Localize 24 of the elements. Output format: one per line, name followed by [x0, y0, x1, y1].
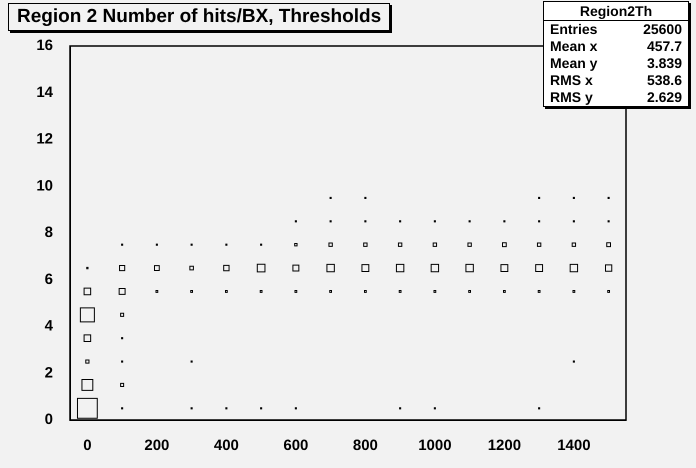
text: RMS x 538.6 [550, 72, 682, 88]
x-tick-label: 1400 [557, 437, 591, 454]
x-tick-label: 1200 [488, 437, 522, 454]
text: Mean y 3.839 [550, 55, 682, 71]
y-tick-label: 2 [44, 364, 53, 382]
x-tick-label: 1000 [418, 437, 452, 454]
y-tick-label: 4 [44, 318, 54, 335]
x-tick-label: 200 [144, 437, 170, 454]
text: Entries 25600 [550, 21, 682, 37]
y-tick-label: 8 [44, 224, 53, 242]
x-tick-label: 0 [83, 437, 92, 454]
text: Region2Th [544, 2, 688, 21]
x-tick-label: 800 [352, 437, 378, 454]
y-tick-label: 10 [36, 177, 53, 194]
text: Mean x 457.7 [550, 38, 682, 54]
y-tick-label: 12 [36, 130, 53, 148]
y-tick-label: 0 [44, 411, 53, 428]
y-tick-label: 6 [44, 270, 53, 288]
y-tick-label: 16 [36, 37, 53, 54]
x-tick-label: 400 [214, 437, 239, 454]
y-tick-label: 14 [36, 84, 54, 101]
text: RMS y 2.629 [550, 89, 682, 105]
x-tick-label: 600 [283, 437, 308, 454]
chart-title: Region 2 Number of hits/BX, Thresholds [8, 3, 390, 31]
